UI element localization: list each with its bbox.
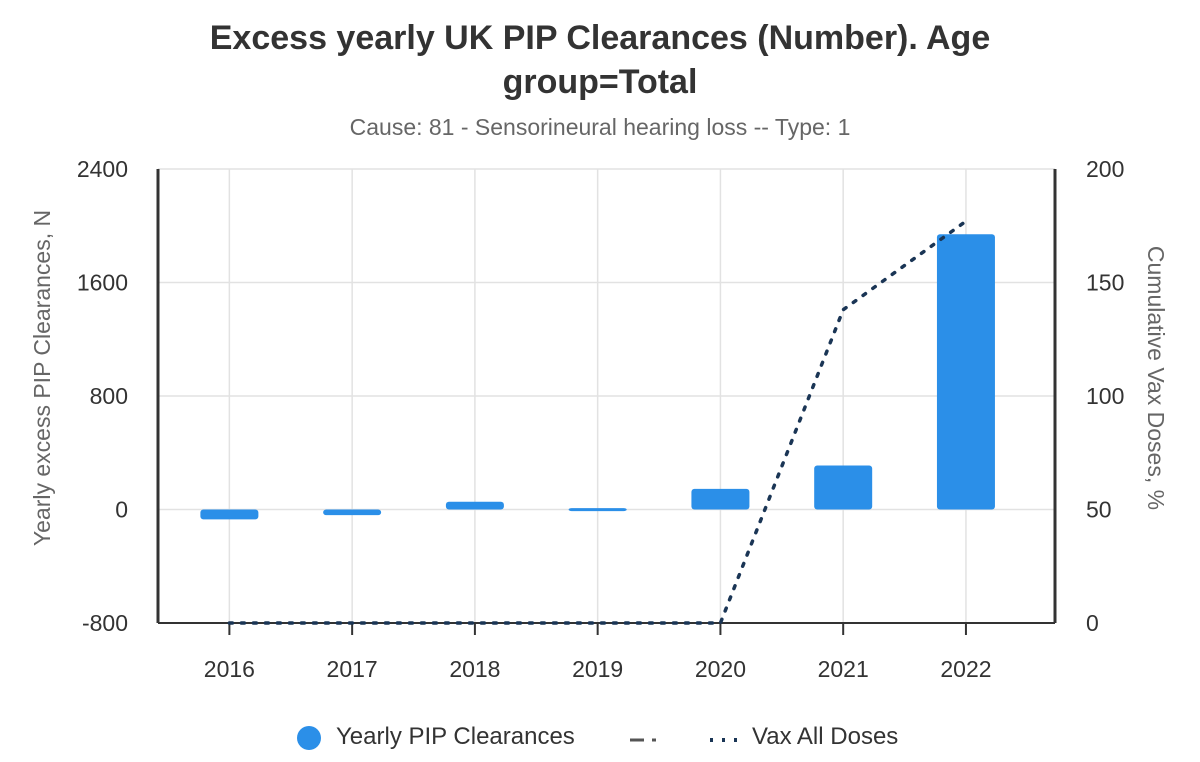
bar [814,465,873,510]
bar [691,488,750,510]
legend-label-bars: Yearly PIP Clearances [336,723,575,750]
x-tick-label: 2018 [449,656,500,682]
bar [445,501,504,510]
x-tick-label: 2021 [818,656,869,682]
legend-label-line: Vax All Doses [752,723,899,750]
y-right-axis-title: Cumulative Vax Doses, % [1143,246,1169,510]
bar [200,509,259,520]
y-right-tick-label: 200 [1086,156,1124,182]
legend-item-line[interactable]: Vax All Doses [708,722,898,752]
y-left-tick-label: 2400 [77,156,128,182]
legend-item-dash-dot[interactable] [628,722,668,752]
y-right-tick-label: 0 [1086,610,1099,636]
line-series-vax [227,219,968,625]
x-tick-label: 2019 [572,656,623,682]
legend-item-bars[interactable]: Yearly PIP Clearances [296,722,575,752]
chart-title: Excess yearly UK PIP Clearances (Number)… [209,19,991,101]
bar [568,508,627,512]
bar [936,234,995,510]
y-left-axis-title: Yearly excess PIP Clearances, N [29,210,55,546]
x-tick-label: 2017 [327,656,378,682]
x-tick-label: 2016 [204,656,255,682]
dotted-line-icon [710,738,744,742]
legend-circle-icon [297,726,321,750]
y-right-tick-label: 50 [1086,497,1112,523]
chart-subtitle: Cause: 81 - Sensorineural hearing loss -… [349,114,851,140]
y-right-tick-label: 150 [1086,270,1124,296]
y-left-tick-label: 800 [90,383,128,409]
dash-dot-line-icon [630,738,664,742]
legend: Yearly PIP Clearances Vax All Doses [0,722,1200,762]
x-tick-label: 2022 [940,656,991,682]
y-left-tick-label: 0 [115,497,128,523]
bar [323,509,382,516]
y-left-tick-label: -800 [82,610,128,636]
y-right-tick-label: 100 [1086,383,1124,409]
y-left-tick-label: 1600 [77,270,128,296]
x-tick-label: 2020 [695,656,746,682]
